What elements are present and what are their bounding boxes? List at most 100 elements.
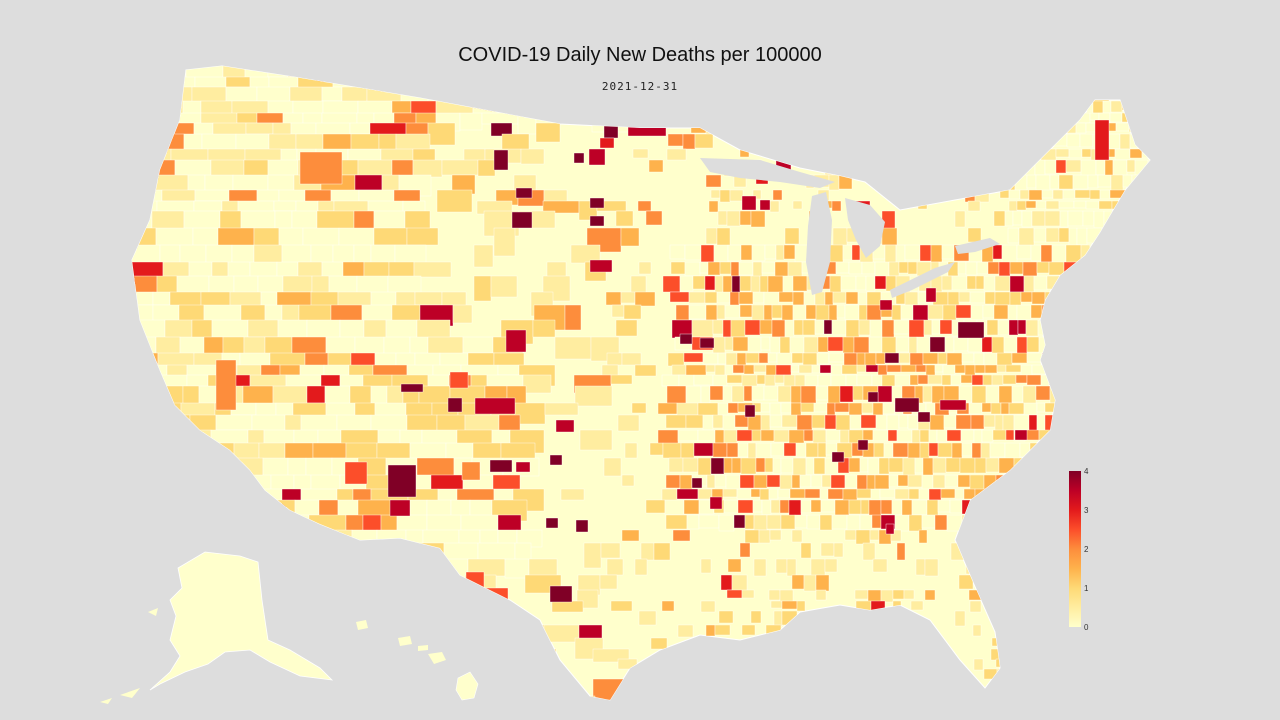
county-cell[interactable]	[1020, 589, 1034, 600]
county-cell[interactable]	[1045, 200, 1060, 210]
county-cell[interactable]	[829, 275, 842, 294]
county-cell[interactable]	[727, 558, 742, 573]
county-cell[interactable]	[741, 624, 756, 636]
county-cell[interactable]	[709, 86, 725, 99]
county-cell[interactable]	[1145, 291, 1158, 305]
county-cell[interactable]	[726, 589, 743, 599]
county-cell[interactable]	[1035, 174, 1051, 192]
county-cell[interactable]	[690, 122, 707, 134]
county-cell[interactable]	[761, 261, 776, 274]
county-cell[interactable]	[979, 122, 996, 133]
county-cell[interactable]	[1108, 86, 1122, 100]
county-cell[interactable]	[832, 227, 848, 247]
county-cell[interactable]	[1056, 637, 1073, 647]
county-cell[interactable]	[1093, 210, 1105, 229]
county-cell[interactable]	[305, 589, 331, 613]
county-cell[interactable]	[880, 695, 894, 708]
county-cell[interactable]	[799, 76, 814, 88]
county-cell[interactable]	[1141, 100, 1151, 112]
county-cell[interactable]	[846, 514, 861, 532]
county-cell[interactable]	[156, 86, 176, 105]
county-cell[interactable]	[895, 336, 910, 353]
county-cell[interactable]	[906, 112, 919, 125]
county-cell[interactable]	[805, 304, 817, 320]
county-cell[interactable]	[795, 442, 807, 458]
county-cell[interactable]	[318, 499, 339, 517]
county-cell[interactable]	[790, 364, 800, 373]
county-cell[interactable]	[1121, 336, 1133, 354]
county-cell[interactable]	[959, 457, 976, 474]
county-cell[interactable]	[1034, 122, 1048, 133]
county-cell[interactable]	[1022, 385, 1037, 405]
county-cell[interactable]	[603, 60, 617, 77]
county-cell[interactable]	[163, 474, 195, 499]
county-cell[interactable]	[1023, 574, 1033, 588]
county-cell[interactable]	[1130, 678, 1147, 694]
county-cell[interactable]	[554, 336, 592, 360]
county-cell[interactable]	[1072, 336, 1089, 352]
county-cell[interactable]	[862, 678, 875, 696]
county-cell[interactable]	[789, 488, 806, 499]
county-cell[interactable]	[1104, 159, 1114, 177]
county-cell[interactable]	[393, 189, 421, 203]
county-cell[interactable]	[958, 385, 973, 403]
county-cell[interactable]	[406, 227, 439, 246]
county-cell[interactable]	[273, 200, 297, 212]
county-cell[interactable]	[848, 402, 863, 416]
county-cell[interactable]	[951, 275, 968, 291]
county-cell[interactable]	[685, 385, 702, 405]
county-cell[interactable]	[1018, 86, 1033, 103]
county-cell[interactable]	[1011, 352, 1028, 364]
county-cell[interactable]	[1114, 474, 1128, 491]
county-cell[interactable]	[1093, 402, 1103, 413]
county-cell[interactable]	[671, 60, 694, 77]
county-cell[interactable]	[1066, 133, 1081, 148]
county-cell[interactable]	[960, 429, 975, 442]
county-cell[interactable]	[1140, 244, 1155, 261]
county-cell[interactable]	[946, 352, 963, 367]
hotspot-county[interactable]	[741, 195, 757, 211]
county-cell[interactable]	[1116, 457, 1128, 477]
county-cell[interactable]	[723, 457, 733, 474]
hotspot-county[interactable]	[344, 461, 368, 485]
county-cell[interactable]	[800, 385, 817, 405]
county-cell[interactable]	[772, 189, 783, 201]
county-cell[interactable]	[750, 210, 766, 228]
county-cell[interactable]	[911, 429, 921, 444]
county-cell[interactable]	[1079, 414, 1089, 428]
county-cell[interactable]	[792, 291, 805, 306]
county-cell[interactable]	[925, 364, 936, 377]
county-cell[interactable]	[1058, 558, 1068, 574]
county-cell[interactable]	[813, 457, 826, 475]
county-cell[interactable]	[677, 624, 694, 638]
county-cell[interactable]	[955, 668, 965, 681]
county-cell[interactable]	[737, 100, 747, 114]
county-cell[interactable]	[1015, 648, 1030, 661]
county-cell[interactable]	[245, 122, 274, 135]
county-cell[interactable]	[244, 148, 282, 162]
hotspot-county[interactable]	[709, 496, 723, 510]
county-cell[interactable]	[1116, 668, 1133, 677]
county-cell[interactable]	[915, 364, 927, 373]
county-cell[interactable]	[1070, 402, 1084, 415]
county-cell[interactable]	[610, 600, 633, 612]
county-cell[interactable]	[917, 374, 929, 385]
county-cell[interactable]	[908, 488, 920, 500]
county-cell[interactable]	[1048, 319, 1064, 335]
county-cell[interactable]	[1135, 76, 1148, 87]
county-cell[interactable]	[1016, 499, 1027, 514]
county-cell[interactable]	[907, 474, 923, 488]
county-cell[interactable]	[1114, 610, 1127, 623]
county-cell[interactable]	[742, 60, 759, 79]
hotspot-county[interactable]	[515, 187, 533, 199]
county-cell[interactable]	[938, 112, 948, 122]
county-cell[interactable]	[1020, 364, 1033, 377]
county-cell[interactable]	[880, 499, 893, 515]
county-cell[interactable]	[849, 678, 864, 695]
county-cell[interactable]	[833, 60, 844, 79]
county-cell[interactable]	[130, 574, 150, 597]
county-cell[interactable]	[722, 319, 732, 338]
county-cell[interactable]	[130, 695, 165, 711]
county-cell[interactable]	[1060, 374, 1073, 385]
county-cell[interactable]	[856, 352, 866, 367]
